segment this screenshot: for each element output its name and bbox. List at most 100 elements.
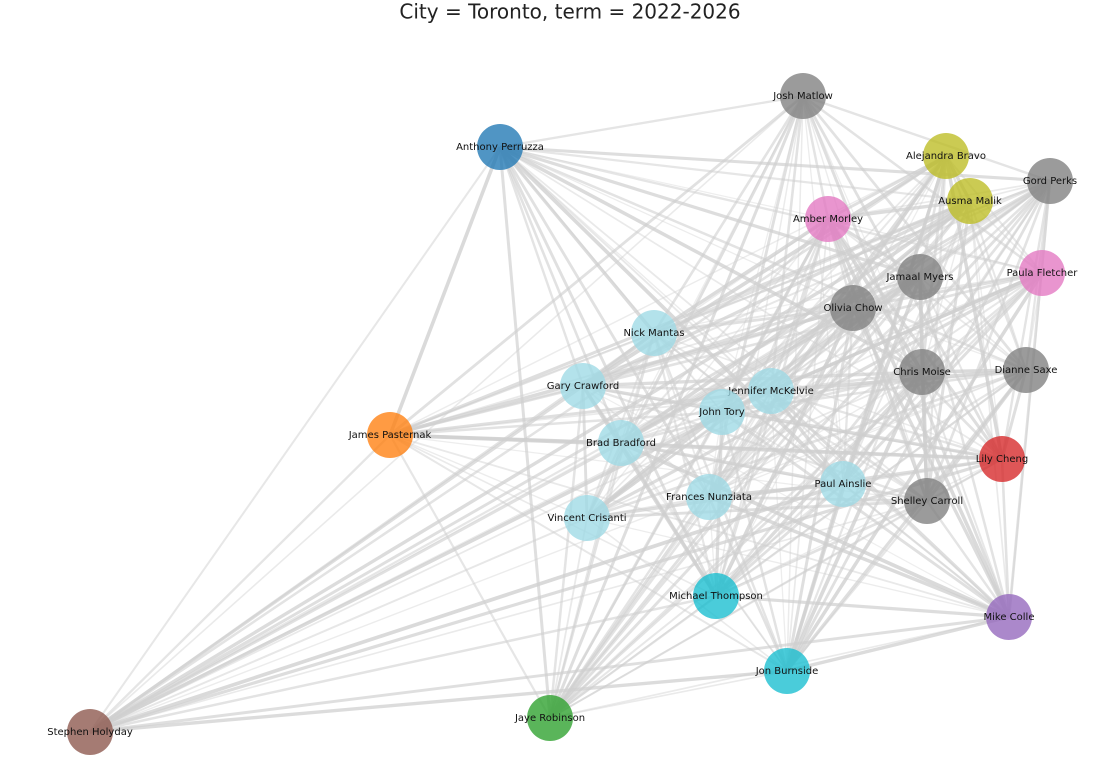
edge (499, 145, 1027, 372)
edge (549, 272, 1043, 719)
edge (620, 441, 1003, 461)
node (979, 436, 1025, 482)
edge (770, 368, 1027, 393)
edge (1008, 272, 1043, 618)
node-label: Paula Fletcher (1007, 268, 1079, 279)
edges (89, 94, 1052, 734)
edge (582, 385, 1010, 618)
node (904, 478, 950, 524)
node-label: Frances Nunziata (666, 492, 752, 503)
edge (652, 95, 805, 334)
edge (389, 434, 717, 597)
edge (89, 441, 622, 734)
node-label: Lily Cheng (976, 454, 1028, 465)
edge (785, 307, 855, 672)
node-label: Shelley Carroll (891, 496, 963, 507)
edge (586, 218, 829, 519)
edge (586, 271, 1043, 520)
edge (770, 389, 928, 503)
edge (826, 218, 1004, 460)
edge (389, 410, 723, 437)
edge (498, 145, 656, 335)
edge (969, 200, 1027, 371)
edge (549, 390, 772, 719)
node-label: Vincent Crisanti (547, 513, 626, 524)
edge (720, 411, 789, 672)
node-label: Gord Perks (1023, 176, 1077, 187)
edge (620, 442, 788, 672)
edge (549, 411, 723, 719)
edge (89, 500, 928, 733)
node-label: Chris Moise (893, 367, 951, 378)
edge (389, 384, 584, 437)
edge (89, 146, 501, 733)
node (748, 368, 794, 414)
edge (969, 200, 1010, 618)
node (1003, 347, 1049, 393)
node-label: Josh Matlow (772, 91, 833, 102)
edge (708, 369, 1027, 498)
edge (785, 483, 845, 672)
edge (852, 307, 1027, 371)
title: City = Toronto, term = 2022-2026 (399, 0, 740, 24)
node-label: Gary Crawford (547, 381, 619, 392)
node-label: Amber Morley (793, 214, 863, 225)
edge (389, 306, 854, 437)
node (564, 495, 610, 541)
node (527, 695, 573, 741)
edge (582, 218, 829, 387)
edge (708, 371, 923, 498)
edge (89, 272, 1043, 733)
node (693, 573, 739, 619)
edge (785, 371, 924, 672)
node (923, 133, 969, 179)
edge (89, 389, 772, 734)
node-label: Paul Ainslie (815, 479, 872, 490)
edge (582, 385, 710, 498)
edge (842, 369, 1027, 485)
node-label: Alejandra Bravo (906, 151, 986, 162)
edge (786, 95, 804, 672)
edge (708, 495, 1010, 619)
edge (89, 615, 1010, 734)
node (986, 594, 1032, 640)
edge (586, 371, 923, 519)
edge (585, 199, 972, 520)
edge (388, 146, 502, 436)
edge (620, 441, 844, 486)
edge (89, 594, 717, 734)
node (830, 285, 876, 331)
edge (653, 332, 1003, 460)
edge (921, 200, 971, 373)
edge (721, 410, 1010, 619)
edge (499, 146, 723, 413)
edge (89, 369, 1027, 733)
node-label: James Pasternak (348, 430, 432, 441)
edge (785, 369, 1028, 672)
edge (549, 670, 788, 719)
node (899, 349, 945, 395)
edge (498, 146, 552, 719)
edge (851, 307, 1011, 618)
edge (389, 434, 1010, 618)
edge (89, 434, 391, 733)
node-label: Jamaal Myers (885, 272, 953, 283)
node (764, 648, 810, 694)
node (805, 196, 851, 242)
node-label: Mike Colle (984, 612, 1035, 623)
node (1027, 158, 1073, 204)
edge (827, 218, 1043, 274)
edge (653, 217, 829, 335)
node-label: Jaye Robinson (514, 713, 585, 724)
edge (499, 145, 971, 203)
edge (389, 434, 788, 672)
edge (715, 499, 928, 598)
edge (620, 441, 1010, 619)
node-label: Jennifer McKelvie (727, 386, 813, 397)
edge (586, 155, 947, 519)
edge (707, 496, 789, 672)
edge (89, 154, 947, 734)
edge (721, 411, 1003, 460)
node (780, 73, 826, 119)
